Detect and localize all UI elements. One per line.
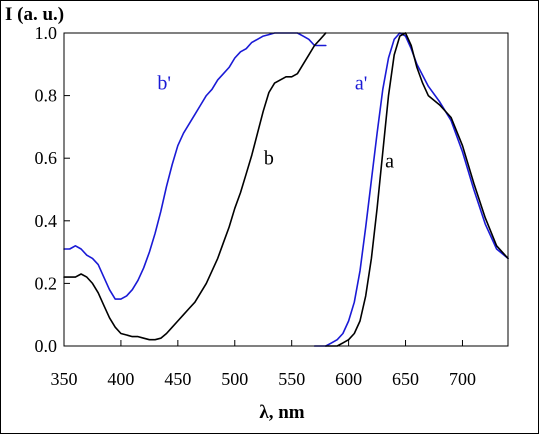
ticks-layer: 350 400 450 500 550 600 650 700 0.0 0.2 0.4 0.6 0.8 1…	[35, 23, 476, 389]
x-tick-label: 600	[335, 369, 362, 389]
annotation-layer: b' b a' a	[157, 72, 394, 172]
x-axis-label: λ, nm	[259, 402, 304, 423]
x-tick-label: 550	[278, 369, 305, 389]
x-tick-label: 450	[164, 369, 191, 389]
x-tick-label: 650	[392, 369, 419, 389]
y-tick-label: 0.6	[35, 148, 58, 168]
y-axis-label: I (a. u.)	[5, 4, 64, 25]
plot-area-border	[63, 32, 509, 347]
x-tick-label: 700	[449, 369, 476, 389]
y-tick-label: 0.2	[35, 273, 58, 293]
series-line-a-prime	[313, 32, 509, 347]
series-line-b	[63, 32, 327, 341]
outer-border	[0, 0, 539, 434]
curve-label: b	[264, 147, 274, 169]
x-tick-label: 500	[221, 369, 248, 389]
x-tick-label: 350	[51, 369, 78, 389]
series-line-a	[324, 32, 509, 347]
y-tick-label: 0.4	[35, 211, 58, 231]
curve-label: a'	[355, 72, 367, 94]
curve-label: a	[385, 151, 394, 173]
y-tick-label: 1.0	[35, 23, 58, 43]
y-tick-label: 0.0	[35, 336, 58, 356]
y-tick-label: 0.8	[35, 86, 58, 106]
x-tick-label: 400	[107, 369, 134, 389]
curve-label: b'	[157, 72, 171, 94]
series-layer	[63, 32, 509, 347]
